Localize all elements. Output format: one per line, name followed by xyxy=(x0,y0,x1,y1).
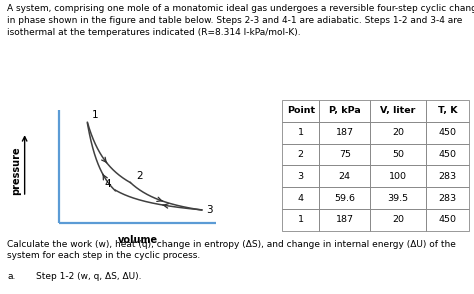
Bar xyxy=(370,100,426,122)
Text: system for each step in the cyclic process.: system for each step in the cyclic proce… xyxy=(7,251,201,260)
Text: 50: 50 xyxy=(392,150,404,159)
Text: 75: 75 xyxy=(339,150,351,159)
Text: 187: 187 xyxy=(336,128,354,137)
Bar xyxy=(319,100,370,122)
Bar xyxy=(426,122,469,143)
Text: 100: 100 xyxy=(389,172,407,181)
Bar xyxy=(370,143,426,165)
Bar xyxy=(319,122,370,143)
Text: in phase shown in the figure and table below. Steps 2-3 and 4-1 are adiabatic. S: in phase shown in the figure and table b… xyxy=(7,16,463,25)
Text: 450: 450 xyxy=(439,150,457,159)
Bar xyxy=(282,122,319,143)
Text: 4: 4 xyxy=(298,193,304,203)
Bar xyxy=(282,100,319,122)
Text: 1: 1 xyxy=(298,216,304,224)
Text: 3: 3 xyxy=(206,205,213,215)
Text: 450: 450 xyxy=(439,216,457,224)
Text: 283: 283 xyxy=(438,172,457,181)
Text: 1: 1 xyxy=(298,128,304,137)
Text: a.: a. xyxy=(7,272,16,281)
Text: 20: 20 xyxy=(392,216,404,224)
Bar xyxy=(426,209,469,231)
Bar xyxy=(426,100,469,122)
Bar xyxy=(282,143,319,165)
Text: 283: 283 xyxy=(438,193,457,203)
Text: 2: 2 xyxy=(136,171,143,181)
Text: 20: 20 xyxy=(392,128,404,137)
Text: P, kPa: P, kPa xyxy=(329,106,361,115)
Text: V, liter: V, liter xyxy=(381,106,416,115)
Bar xyxy=(319,187,370,209)
Bar xyxy=(370,122,426,143)
Bar xyxy=(370,209,426,231)
Text: 59.6: 59.6 xyxy=(334,193,355,203)
Text: 2: 2 xyxy=(298,150,304,159)
Text: Point: Point xyxy=(287,106,315,115)
Text: volume: volume xyxy=(118,235,157,245)
Bar xyxy=(282,209,319,231)
Text: A system, comprising one mole of a monatomic ideal gas undergoes a reversible fo: A system, comprising one mole of a monat… xyxy=(7,4,474,14)
Bar xyxy=(319,143,370,165)
Text: pressure: pressure xyxy=(10,146,21,195)
Text: 3: 3 xyxy=(298,172,304,181)
Bar xyxy=(282,187,319,209)
Bar xyxy=(319,165,370,187)
Bar xyxy=(426,143,469,165)
Bar xyxy=(370,165,426,187)
Text: Step 1-2 (w, q, ΔS, ΔU).: Step 1-2 (w, q, ΔS, ΔU). xyxy=(36,272,141,281)
Bar xyxy=(370,187,426,209)
Bar xyxy=(426,165,469,187)
Text: 450: 450 xyxy=(439,128,457,137)
Text: isothermal at the temperatures indicated (R=8.314 l-kPa/mol-K).: isothermal at the temperatures indicated… xyxy=(7,28,301,37)
Text: Calculate the work (w), heat (q), change in entropy (ΔS), and change in internal: Calculate the work (w), heat (q), change… xyxy=(7,240,456,249)
Text: T, K: T, K xyxy=(438,106,457,115)
Text: 39.5: 39.5 xyxy=(388,193,409,203)
Text: 24: 24 xyxy=(339,172,351,181)
Text: 187: 187 xyxy=(336,216,354,224)
Bar xyxy=(282,165,319,187)
Bar xyxy=(426,187,469,209)
Text: 4: 4 xyxy=(104,178,111,188)
Text: 1: 1 xyxy=(91,110,98,120)
Bar xyxy=(319,209,370,231)
